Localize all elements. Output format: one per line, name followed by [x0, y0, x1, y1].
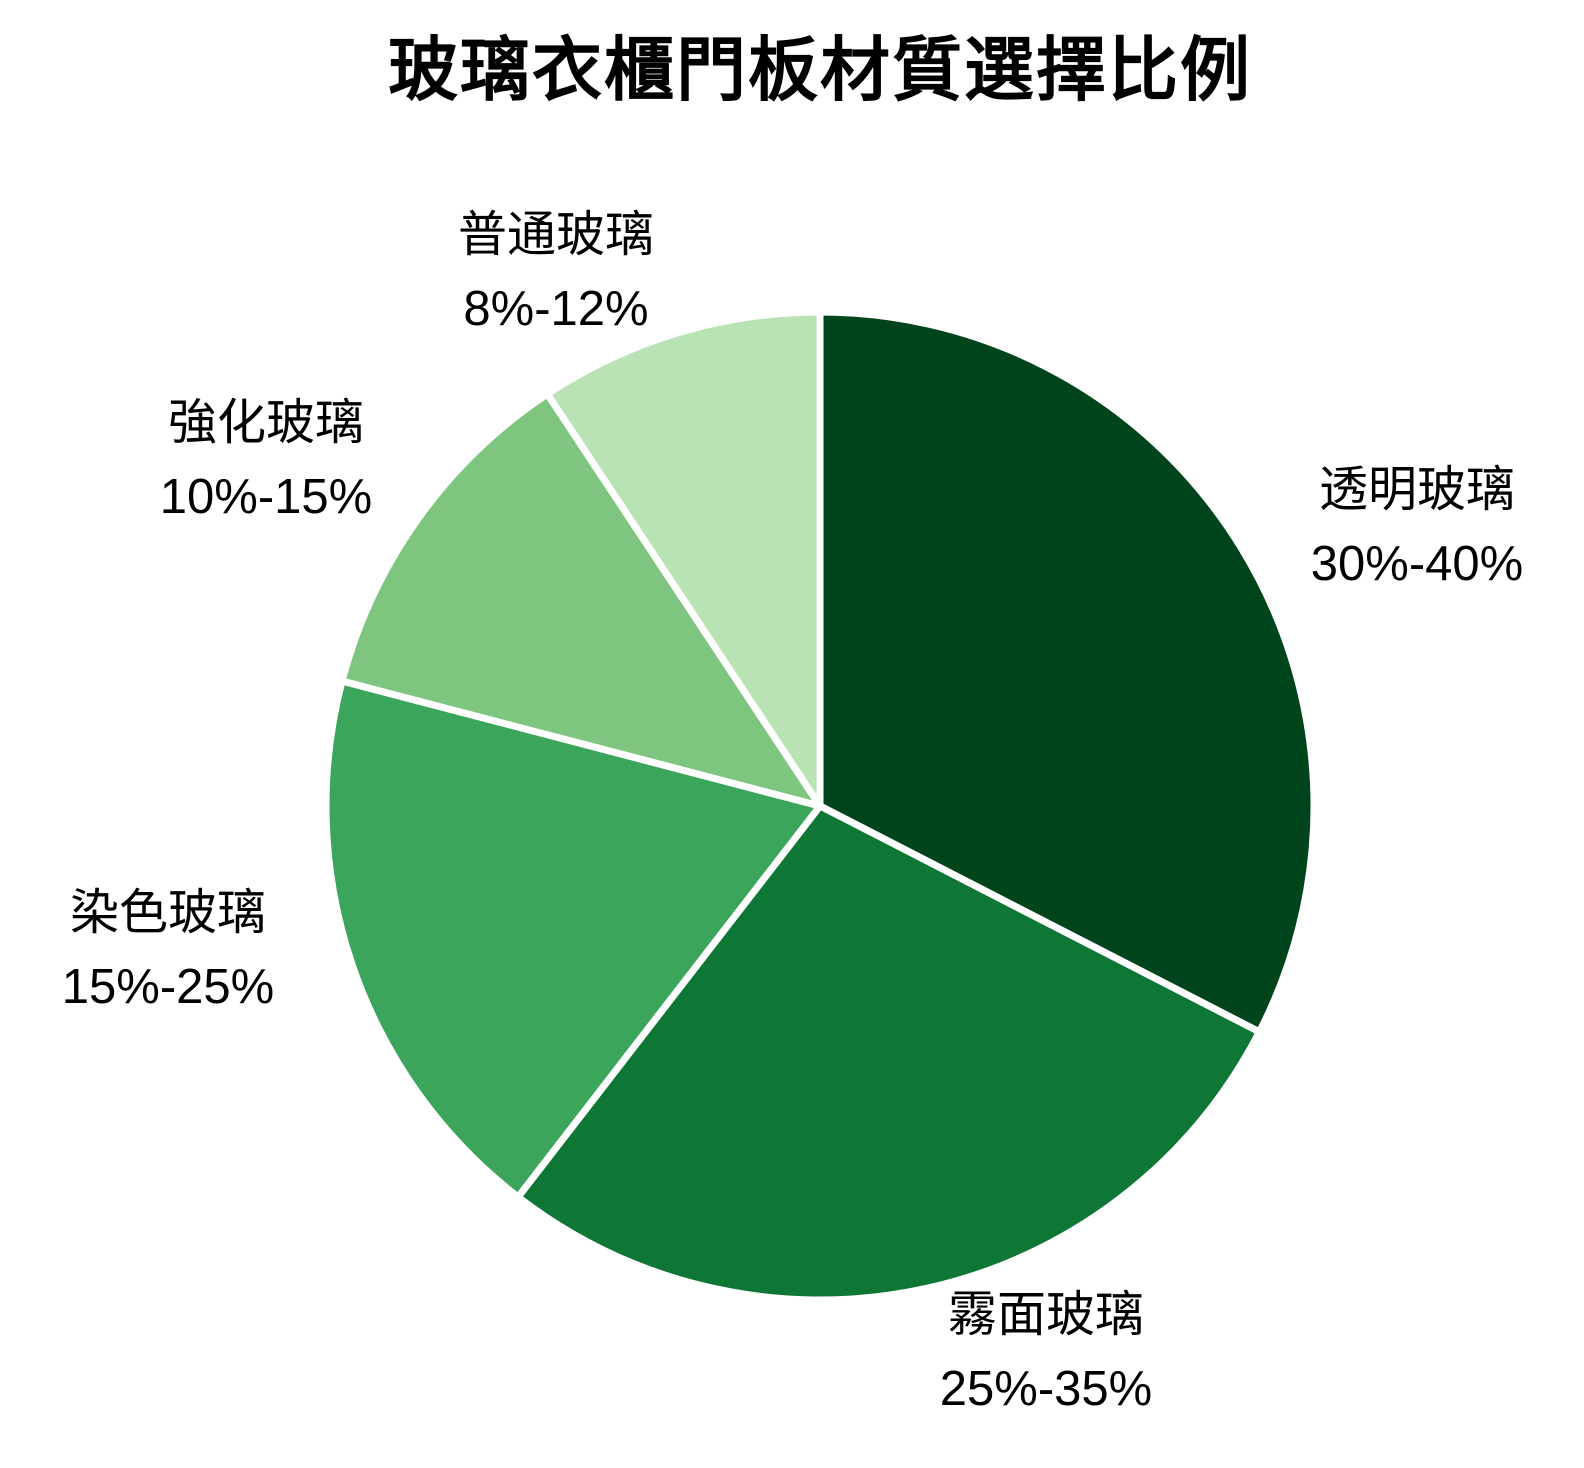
slice-label-clear-glass: 透明玻璃 30%-40% — [1311, 453, 1523, 601]
pie-slice-4 — [338, 390, 824, 810]
chart-title: 玻璃衣櫃門板材質選擇比例 — [388, 31, 1252, 109]
slice-range: 30%-40% — [1310, 537, 1524, 591]
slice-range: 8%-12% — [463, 282, 649, 336]
slice-label-tempered-glass: 強化玻璃 10%-15% — [160, 386, 372, 534]
slice-range: 15%-25% — [61, 960, 275, 1014]
slice-name: 強化玻璃 — [167, 396, 364, 450]
pie-slice-5 — [543, 308, 824, 810]
slice-name: 霧面玻璃 — [947, 1288, 1144, 1342]
pie-slice-1 — [816, 308, 1318, 1036]
slice-name: 透明玻璃 — [1318, 463, 1515, 517]
pie-slice-3 — [322, 677, 824, 1201]
slice-name: 普通玻璃 — [457, 208, 655, 262]
pie-slice-2 — [514, 802, 1263, 1304]
slice-label-frosted-glass: 霧面玻璃 25%-35% — [940, 1278, 1152, 1426]
slice-label-tinted-glass: 染色玻璃 15%-25% — [62, 876, 274, 1024]
slice-name: 染色玻璃 — [69, 886, 266, 940]
pie-slices — [322, 308, 1318, 1304]
slice-range: 25%-35% — [939, 1362, 1153, 1416]
slice-range: 10%-15% — [159, 470, 373, 524]
slice-label-plain-glass: 普通玻璃 8%-12% — [458, 198, 654, 346]
